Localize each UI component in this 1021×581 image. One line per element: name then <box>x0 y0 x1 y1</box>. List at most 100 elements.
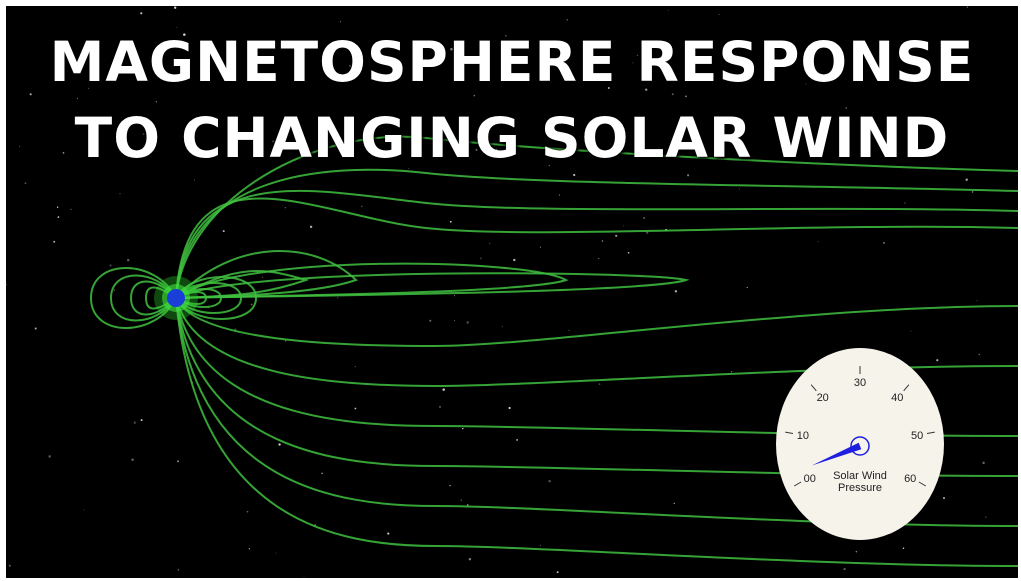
star <box>687 174 689 176</box>
star <box>249 548 250 549</box>
star <box>747 287 748 288</box>
star <box>985 516 986 517</box>
star <box>972 191 974 193</box>
star <box>48 455 51 458</box>
star <box>174 7 176 9</box>
gauge-tick-label: 30 <box>854 377 866 389</box>
star <box>739 189 740 190</box>
star <box>337 297 338 298</box>
star <box>569 330 570 331</box>
star <box>361 206 362 207</box>
title-line-2: TO CHANGING SOLAR WIND <box>6 106 1018 170</box>
star <box>559 194 560 195</box>
star <box>57 206 58 207</box>
star <box>439 406 441 408</box>
star <box>480 257 481 258</box>
star <box>275 553 276 554</box>
star <box>454 295 455 296</box>
star <box>461 499 463 501</box>
star <box>599 383 601 385</box>
star <box>134 422 136 424</box>
star <box>967 6 968 7</box>
star <box>25 182 27 184</box>
star <box>685 96 687 98</box>
star <box>355 366 356 367</box>
star <box>818 241 819 242</box>
star <box>718 14 719 15</box>
star <box>387 533 389 535</box>
star <box>508 407 510 409</box>
star <box>623 225 624 226</box>
star <box>114 289 116 291</box>
star <box>567 19 568 20</box>
gauge-label-solar-wind: Solar Wind <box>833 470 887 482</box>
star <box>469 558 471 560</box>
field-line <box>176 264 566 298</box>
star <box>903 547 904 548</box>
star <box>643 217 644 218</box>
star <box>450 221 452 223</box>
star <box>53 241 55 243</box>
gauge-tick-label: 50 <box>911 430 923 442</box>
star <box>223 230 225 232</box>
star <box>979 354 980 355</box>
star <box>548 480 550 482</box>
star <box>109 264 111 266</box>
star <box>904 202 905 203</box>
star <box>131 458 133 460</box>
star <box>194 179 195 180</box>
star <box>178 569 180 571</box>
star <box>84 510 85 511</box>
star <box>513 259 515 261</box>
star <box>141 419 143 421</box>
star <box>304 577 305 578</box>
star <box>442 388 445 391</box>
gauge-label-pressure: Pressure <box>838 482 882 494</box>
star <box>77 98 78 99</box>
star <box>473 95 475 97</box>
gauge-tick-label: 00 <box>804 473 816 485</box>
star <box>668 10 669 11</box>
star <box>540 545 541 546</box>
star <box>466 321 468 323</box>
star <box>977 300 978 301</box>
star <box>140 12 142 14</box>
star <box>9 565 11 567</box>
star <box>598 258 599 259</box>
star <box>573 174 575 176</box>
gauge-tick-label: 60 <box>904 473 916 485</box>
star <box>502 326 503 327</box>
star <box>355 408 357 410</box>
gauge-tick-label: 40 <box>891 392 903 404</box>
star <box>70 209 71 210</box>
star <box>251 304 253 306</box>
star <box>489 243 490 244</box>
star <box>615 235 617 237</box>
star <box>602 240 603 241</box>
star <box>856 551 858 553</box>
gauge-tick-label: 20 <box>817 392 829 404</box>
field-line <box>176 298 1018 346</box>
star <box>454 320 455 321</box>
star <box>844 568 846 570</box>
star <box>120 193 121 194</box>
star <box>674 503 675 504</box>
star <box>982 462 984 464</box>
star <box>127 259 130 262</box>
star <box>156 101 157 102</box>
star <box>176 27 177 28</box>
star <box>675 290 677 292</box>
star <box>35 327 37 329</box>
star <box>247 511 249 513</box>
star <box>628 252 630 254</box>
star <box>262 277 263 278</box>
star <box>516 439 518 441</box>
title-line-1: MAGNETOSPHERE RESPONSE <box>6 30 1018 94</box>
star <box>58 216 60 218</box>
star <box>731 371 732 372</box>
star <box>540 247 541 248</box>
field-line <box>176 198 1018 298</box>
star <box>883 242 885 244</box>
star <box>278 443 280 445</box>
star <box>429 320 431 322</box>
